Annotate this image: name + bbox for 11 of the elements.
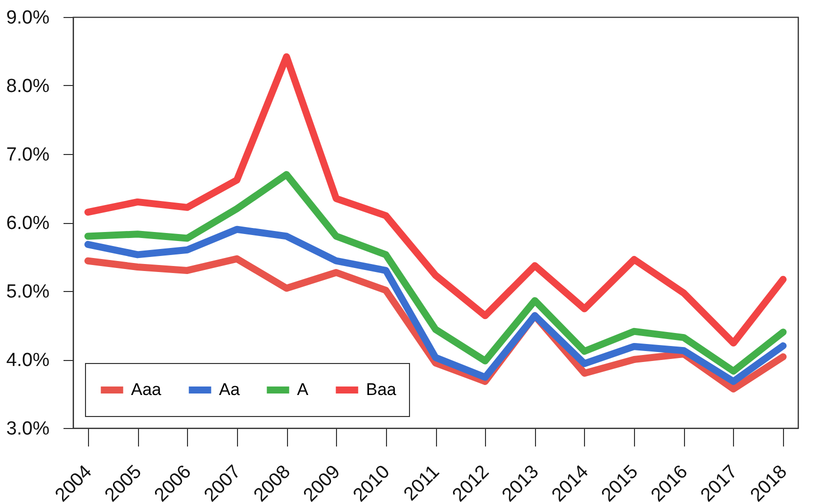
y-tick-label: 7.0%	[6, 144, 50, 166]
legend-label: A	[297, 380, 309, 399]
y-tick-label: 6.0%	[6, 213, 50, 234]
legend-label: Baa	[366, 380, 397, 399]
y-tick-label: 3.0%	[6, 418, 50, 440]
legend-label: Aaa	[131, 380, 162, 399]
y-tick-label: 5.0%	[6, 282, 50, 302]
y-tick-label: 8.0%	[6, 76, 50, 97]
y-tick-label: 4.0%	[6, 350, 50, 371]
y-tick-label: 9.0%	[6, 8, 50, 28]
legend-label: Aa	[219, 380, 240, 399]
